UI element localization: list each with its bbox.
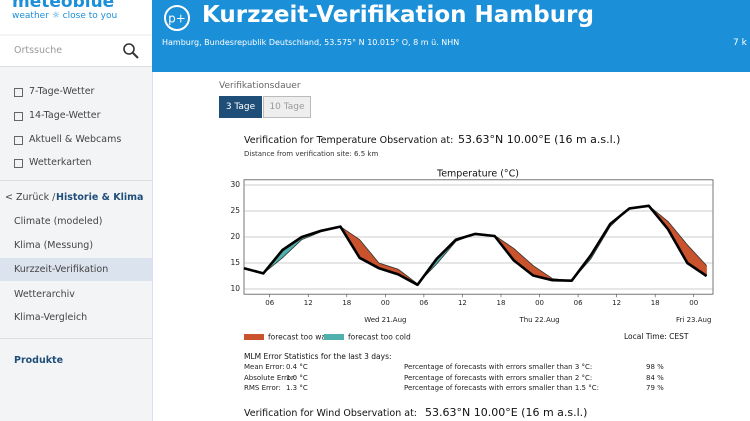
page-title: Kurzzeit-Verifikation Hamburg — [202, 2, 594, 28]
sub-item[interactable]: Klima-Vergleich — [14, 312, 88, 323]
tagline: weather ☼ close to you — [12, 11, 118, 21]
section-title: Historie & Klima — [56, 192, 144, 203]
header — [152, 0, 750, 72]
logo: meteoblue — [12, 0, 115, 12]
stats-cell: Percentage of forecasts with errors smal… — [404, 373, 593, 382]
nav-icon — [14, 112, 23, 121]
duration-label: Verifikationsdauer — [219, 81, 301, 91]
local-time: Local Time: CEST — [624, 332, 689, 341]
x-tick-label: 00 — [689, 299, 698, 307]
stats-cell: 84 % — [646, 373, 664, 382]
products-link[interactable]: Produkte — [14, 355, 64, 366]
day-label: Wed 21.Aug — [364, 316, 406, 324]
svg-text:p+: p+ — [168, 12, 186, 26]
y-tick-label: 25 — [230, 206, 240, 215]
logo-box — [0, 0, 152, 34]
back-link[interactable]: < Zurück / — [5, 192, 56, 203]
y-tick-label: 15 — [230, 258, 240, 267]
sidebar — [0, 0, 153, 421]
tab[interactable]: 10 Tage — [263, 96, 311, 118]
location: Hamburg, Bundesrepublik Deutschland, 53.… — [162, 38, 460, 47]
day-label: Thu 22.Aug — [518, 316, 559, 324]
active-bg — [0, 258, 152, 281]
distance: Distance from verification site: 6.5 km — [244, 150, 379, 158]
temp-heading: Verification for Temperature Observation… — [244, 135, 454, 146]
x-tick-label: 06 — [574, 299, 583, 307]
stats-cell: Absolute Error: — [244, 373, 297, 382]
nav-item[interactable]: 14-Tage-Wetter — [29, 110, 101, 121]
header-right: 7 k — [733, 38, 747, 48]
wind-coords: 53.63°N 10.00°E (16 m a.s.l.) — [425, 406, 588, 419]
x-tick-label: 00 — [381, 299, 390, 307]
nav-item[interactable]: Wetterkarten — [29, 157, 92, 168]
search-box[interactable] — [0, 36, 152, 67]
x-tick-label: 18 — [651, 299, 660, 307]
nav-icon — [14, 136, 23, 145]
tab-active[interactable]: 3 Tage — [219, 96, 262, 118]
y-tick-label: 20 — [230, 232, 240, 241]
stats-cell: Percentage of forecasts with errors smal… — [404, 363, 593, 371]
x-tick-label: 12 — [612, 299, 621, 307]
divider — [0, 180, 152, 181]
legend-swatch — [324, 334, 344, 340]
stats-cell: 0.4 °C — [286, 363, 308, 371]
x-tick-label: 18 — [497, 299, 506, 307]
stats-cell: 1.0 °C — [286, 373, 308, 382]
legend-label: forecast too cold — [348, 333, 411, 342]
stats-cell: RMS Error: — [244, 384, 281, 392]
search-icon[interactable] — [122, 42, 140, 60]
nav-icon — [14, 88, 23, 97]
sub-item-active[interactable]: Kurzzeit-Verifikation — [14, 264, 109, 275]
observed-line — [243, 204, 708, 287]
legend-label: forecast too warm — [268, 333, 336, 342]
stats-cell: 79 % — [646, 384, 664, 392]
x-tick-label: 12 — [304, 299, 313, 307]
x-tick-label: 00 — [535, 299, 544, 307]
nav-icon — [14, 159, 23, 168]
stats-cell: Mean Error: — [244, 363, 285, 371]
search-placeholder: Ortssuche — [14, 45, 63, 56]
stats-title: MLM Error Statistics for the last 3 days… — [244, 352, 392, 361]
sub-item[interactable]: Klima (Messung) — [14, 240, 94, 251]
y-tick-label: 30 — [230, 180, 240, 189]
x-tick-label: 12 — [458, 299, 467, 307]
x-tick-label: 06 — [265, 299, 274, 307]
nav-item[interactable]: Aktuell & Webcams — [29, 134, 122, 145]
sub-item[interactable]: Wetterarchiv — [14, 289, 75, 300]
stats-cell: 1.3 °C — [286, 384, 308, 392]
temp-coords: 53.63°N 10.00°E (16 m a.s.l.) — [458, 133, 621, 146]
wind-heading: Verification for Wind Observation at: — [244, 408, 417, 419]
day-label: Fri 23.Aug — [676, 316, 711, 324]
sub-item[interactable]: Climate (modeled) — [14, 216, 103, 227]
nav-item[interactable]: 7-Tage-Wetter — [29, 86, 95, 97]
divider — [0, 338, 152, 339]
x-tick-label: 18 — [342, 299, 351, 307]
stats-cell: Percentage of forecasts with errors smal… — [404, 384, 599, 392]
y-tick-label: 10 — [230, 284, 240, 293]
legend-swatch — [244, 334, 264, 340]
chart-title: Temperature (°C) — [436, 169, 519, 180]
x-tick-label: 06 — [419, 299, 428, 307]
stats-cell: 98 % — [646, 363, 664, 371]
header-icon: p+ — [164, 5, 190, 31]
